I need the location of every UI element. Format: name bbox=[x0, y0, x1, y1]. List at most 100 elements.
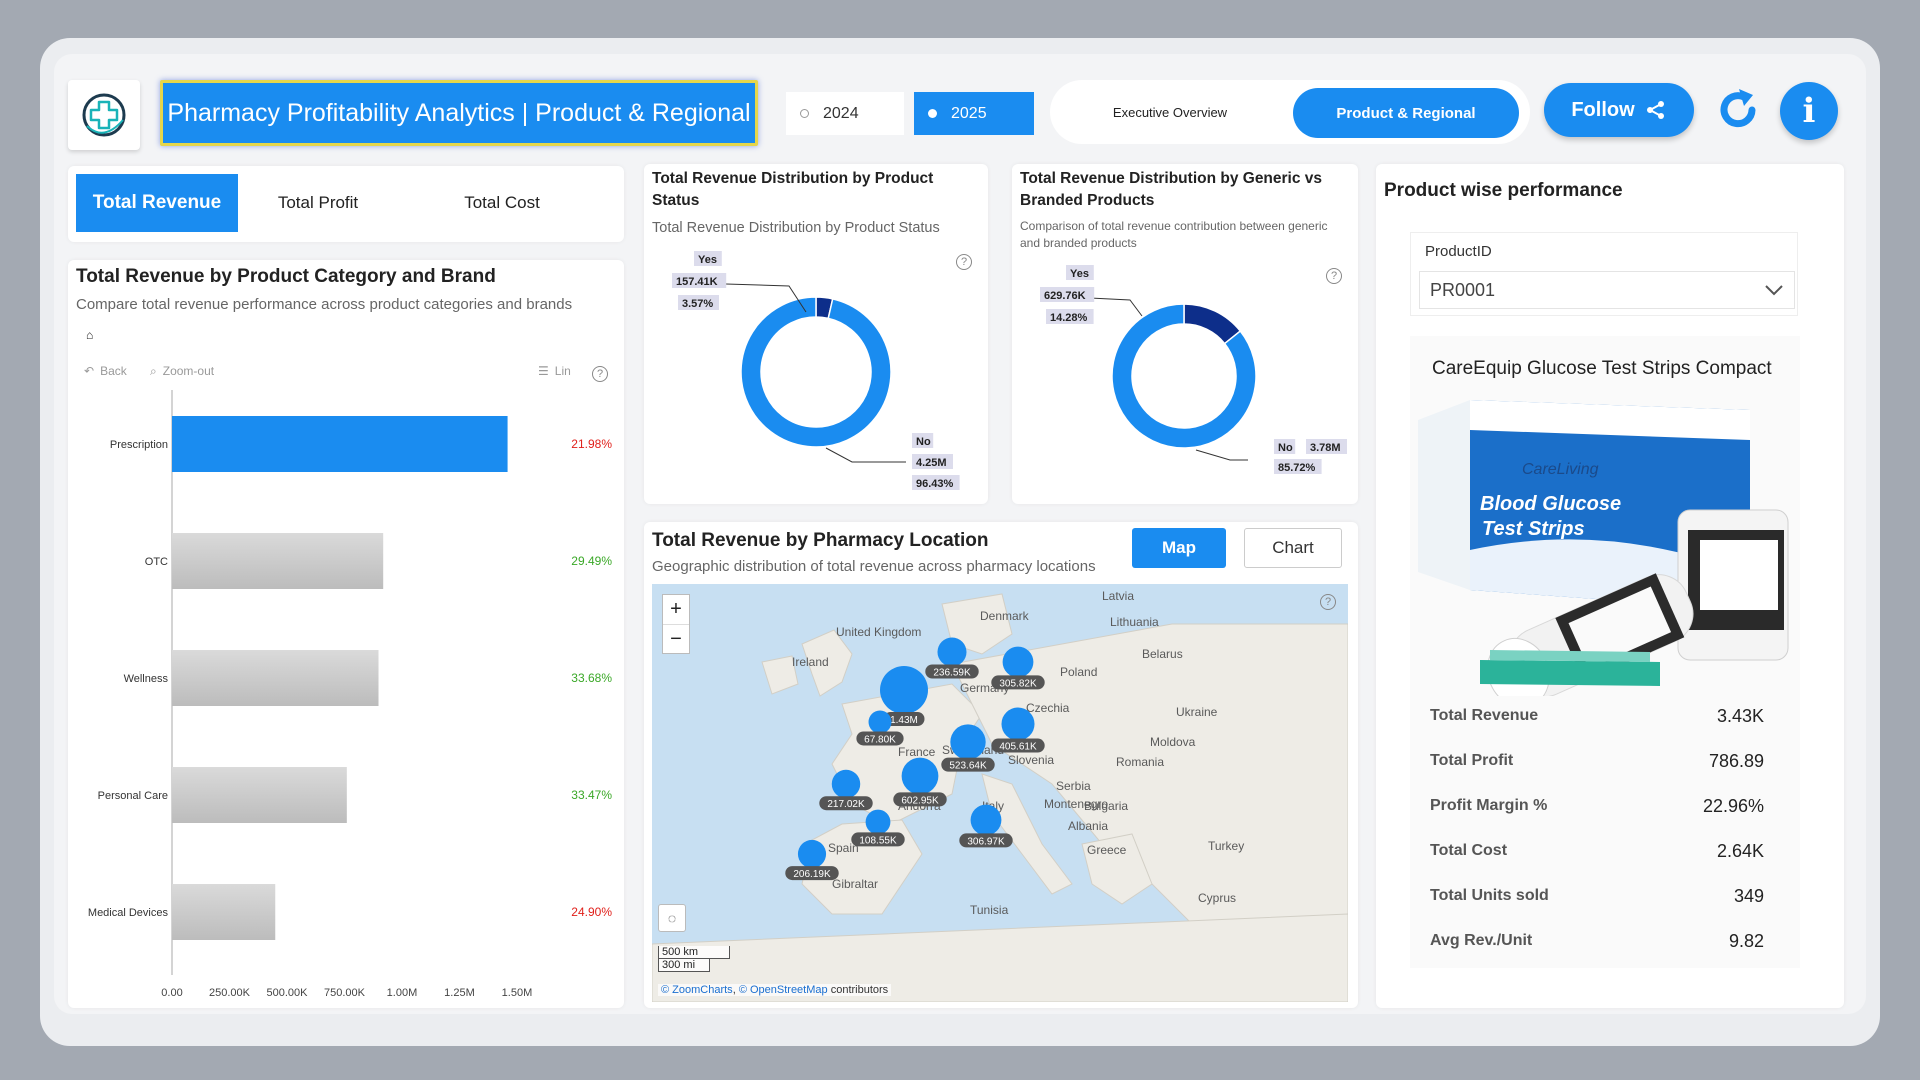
zoom-controls: + − bbox=[662, 594, 690, 654]
donut-slice-no[interactable] bbox=[1111, 303, 1257, 449]
back-button[interactable]: ↶ Back bbox=[84, 364, 127, 378]
category-chart-card: Total Revenue by Product Category and Br… bbox=[68, 260, 624, 1008]
bubble-label-bg bbox=[785, 866, 839, 881]
kpi-row: Profit Margin % 22.96% bbox=[1430, 784, 1782, 828]
location-bubble[interactable] bbox=[901, 757, 939, 795]
map-place-label: Poland bbox=[1060, 665, 1097, 679]
product-filter-label: ProductID bbox=[1425, 243, 1492, 260]
data-label-bg bbox=[1274, 439, 1296, 454]
location-bubble[interactable] bbox=[831, 769, 861, 799]
help-icon[interactable]: ? bbox=[1320, 594, 1336, 610]
percent-label: 24.90% bbox=[571, 905, 612, 919]
x-tick-label: 250.00K bbox=[209, 987, 251, 999]
bubble-label: 206.19K bbox=[793, 869, 831, 880]
status-donut-chart: Yes 157.41K 3.57% No 4.25M 96.43% bbox=[672, 251, 960, 490]
map-place-label: Spain bbox=[828, 841, 859, 855]
bubble-label: 602.95K bbox=[901, 795, 939, 806]
product-image: CareLiving Blood Glucose Test Strips bbox=[1418, 400, 1789, 696]
product-id-dropdown[interactable]: PR0001 bbox=[1419, 271, 1795, 309]
info-button[interactable]: i bbox=[1780, 82, 1838, 140]
data-label-bg bbox=[912, 454, 953, 469]
status-donut-subtitle: Total Revenue Distribution by Product St… bbox=[652, 220, 940, 236]
bubble-label: 67.80K bbox=[864, 734, 896, 745]
x-tick-label: 500.00K bbox=[266, 987, 308, 999]
bar-prescription[interactable] bbox=[172, 416, 508, 472]
land-shape bbox=[941, 593, 1013, 655]
map-place-label: Czechia bbox=[1026, 701, 1070, 715]
kpi-label: Total Units sold bbox=[1430, 887, 1549, 904]
chart-view-button[interactable]: Chart bbox=[1244, 528, 1342, 568]
bar-personal-care[interactable] bbox=[172, 767, 347, 823]
product-brand-text: CareLiving bbox=[1522, 461, 1599, 478]
data-label: 157.41K bbox=[676, 276, 718, 288]
year-2024-option[interactable]: 2024 bbox=[786, 92, 904, 135]
location-bubble[interactable] bbox=[865, 809, 891, 835]
map-place-label: Albania bbox=[1068, 819, 1108, 833]
tab-total-profit[interactable]: Total Profit bbox=[277, 193, 359, 212]
lasso-button[interactable]: ◌ bbox=[658, 904, 686, 932]
kpi-label: Total Revenue bbox=[1430, 707, 1539, 724]
zoom-in-button[interactable]: + bbox=[663, 595, 689, 625]
map-place-label: Montenegro bbox=[1044, 797, 1108, 811]
zoom-out-button[interactable]: ⌕ Zoom-out bbox=[150, 364, 214, 379]
help-icon[interactable]: ? bbox=[592, 366, 608, 382]
bar-otc[interactable] bbox=[172, 533, 384, 589]
bar-medical-devices[interactable] bbox=[172, 884, 276, 940]
product-line1-text: Blood Glucose bbox=[1480, 493, 1621, 515]
data-label: Yes bbox=[1070, 268, 1089, 280]
osm-link[interactable]: © OpenStreetMap bbox=[738, 984, 828, 996]
location-bubble[interactable] bbox=[950, 724, 986, 760]
help-icon[interactable]: ? bbox=[1326, 268, 1342, 284]
data-label: Yes bbox=[698, 254, 717, 266]
percent-label: 33.68% bbox=[571, 671, 612, 685]
map-card-subtitle: Geographic distribution of total revenue… bbox=[652, 558, 1096, 575]
location-bubble[interactable] bbox=[1002, 646, 1034, 678]
map-area[interactable]: Latvia Denmark Lithuania United Kingdom Bela… bbox=[652, 584, 1348, 1002]
tab-total-revenue[interactable]: Total Revenue bbox=[76, 174, 238, 232]
donut-slice-no[interactable] bbox=[740, 296, 892, 448]
x-tick-label: 1.25M bbox=[444, 987, 475, 999]
map-place-label: Greece bbox=[1087, 843, 1127, 857]
zoomcharts-link[interactable]: © ZoomCharts bbox=[661, 984, 733, 996]
data-label-bg bbox=[1046, 309, 1094, 324]
percent-label: 33.47% bbox=[571, 788, 612, 802]
location-bubble[interactable] bbox=[1001, 707, 1035, 741]
bubble-label-bg bbox=[856, 731, 904, 746]
kpi-label: Profit Margin % bbox=[1430, 797, 1548, 814]
home-icon[interactable]: ⌂ bbox=[86, 328, 94, 342]
leader-line bbox=[1089, 297, 1143, 317]
product-panel: Product wise performance ProductID PR000… bbox=[1376, 164, 1844, 1008]
year-2025-option[interactable]: 2025 bbox=[914, 92, 1034, 135]
location-bubble[interactable] bbox=[868, 710, 892, 734]
zoom-out-map-button[interactable]: − bbox=[670, 627, 682, 650]
map-view-button[interactable]: Map bbox=[1132, 528, 1226, 568]
kpi-row: Total Revenue 3.43K bbox=[1430, 694, 1782, 738]
location-bubble[interactable] bbox=[937, 637, 967, 667]
follow-button[interactable]: Follow bbox=[1544, 83, 1694, 137]
category-label: Wellness bbox=[124, 673, 169, 685]
bubble-label: 217.02K bbox=[827, 799, 865, 810]
category-bar-chart: Prescription 21.98% OTC 29.49% Wellness 33.68… bbox=[88, 390, 612, 999]
kpi-value: 9.82 bbox=[1728, 930, 1764, 951]
zoom-out-label: Zoom-out bbox=[162, 364, 215, 378]
tab-total-cost[interactable]: Total Cost bbox=[464, 193, 540, 212]
bubble-label-bg bbox=[959, 833, 1013, 848]
zoom-out-icon: ⌕ bbox=[150, 364, 157, 378]
land-shape bbox=[1081, 833, 1153, 905]
scale-toggle[interactable]: ☰ Lin bbox=[538, 364, 571, 378]
location-bubble[interactable] bbox=[880, 666, 928, 714]
map-place-label: Belarus bbox=[1142, 647, 1183, 661]
refresh-button[interactable] bbox=[1712, 84, 1764, 136]
bar-wellness[interactable] bbox=[172, 650, 379, 706]
kpi-row: Total Units sold 349 bbox=[1430, 874, 1782, 918]
leader-line bbox=[1195, 449, 1248, 461]
location-bubble[interactable] bbox=[797, 839, 827, 869]
nav-executive-overview[interactable]: Executive Overview bbox=[1112, 104, 1228, 120]
location-bubble[interactable] bbox=[970, 804, 1002, 836]
nav-product-regional[interactable]: Product & Regional bbox=[1293, 88, 1519, 138]
bubble-label: 306.97K bbox=[967, 836, 1005, 847]
kpi-value: 3.43K bbox=[1716, 705, 1764, 726]
help-icon[interactable]: ? bbox=[956, 254, 972, 270]
kpi-row: Total Profit 786.89 bbox=[1430, 739, 1782, 783]
bubble-label: 523.64K bbox=[949, 761, 987, 772]
